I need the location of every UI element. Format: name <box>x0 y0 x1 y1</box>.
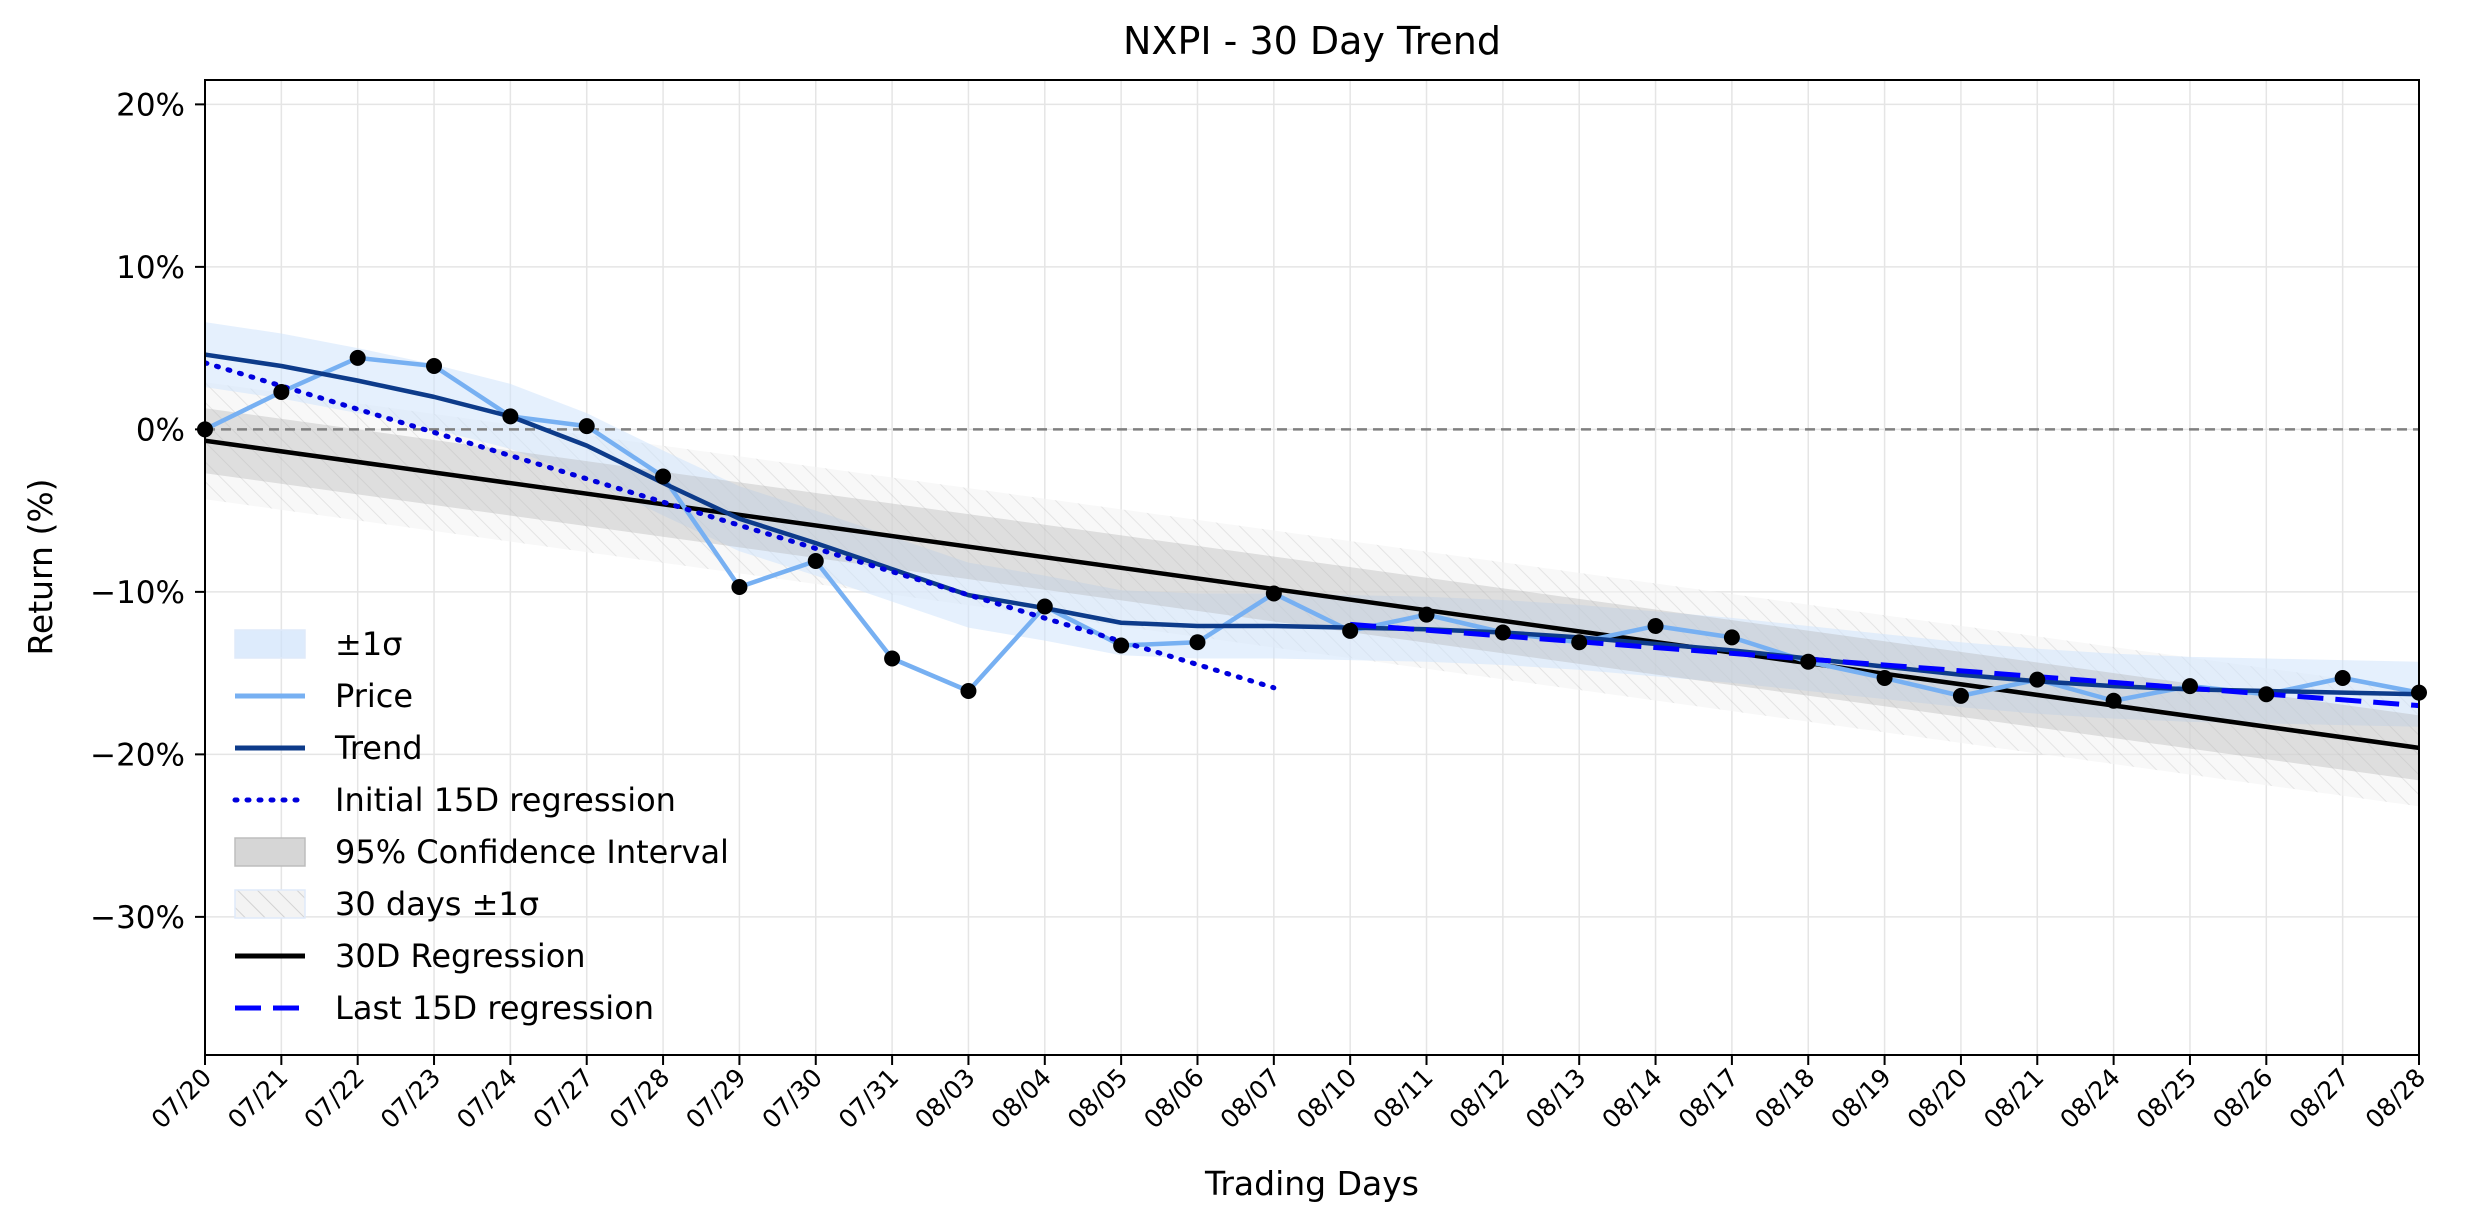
x-tick-label: 07/21 <box>222 1063 293 1134</box>
x-tick-label: 07/20 <box>146 1063 217 1134</box>
legend-swatch <box>234 629 306 659</box>
x-tick-label: 08/27 <box>2283 1063 2354 1134</box>
x-tick-label: 08/14 <box>1596 1063 1667 1134</box>
price-point <box>578 418 595 435</box>
y-tick-label: 10% <box>116 250 185 286</box>
price-point <box>1876 670 1893 686</box>
series-trend <box>205 352 2419 697</box>
price-point <box>2334 670 2351 686</box>
price-point <box>1800 653 1817 670</box>
bands <box>205 322 2419 807</box>
plot-frame <box>204 79 2420 1056</box>
price-point <box>807 553 824 569</box>
price-point <box>1113 637 1130 654</box>
price-point <box>2258 686 2275 703</box>
chart-title: NXPI - 30 Day Trend <box>1123 19 1501 63</box>
x-tick-label: 07/27 <box>528 1063 599 1134</box>
price-point <box>349 349 366 366</box>
x-tick-label: 08/10 <box>1291 1063 1362 1134</box>
x-tick-label: 08/05 <box>1062 1063 1133 1134</box>
price-point <box>884 650 901 667</box>
x-tick-label: 08/20 <box>1902 1063 1973 1134</box>
legend-swatch <box>234 837 306 867</box>
x-tick-label: 07/28 <box>604 1063 675 1134</box>
legend: ±1σ Price Trend Initial 15D regression 95% C… <box>232 625 729 1027</box>
price-point <box>1494 624 1511 641</box>
legend-label: 30D Regression <box>335 937 586 975</box>
legend-swatch <box>234 889 306 919</box>
x-tick-label: 08/24 <box>2054 1063 2125 1134</box>
legend-label: 95% Confidence Interval <box>335 833 729 871</box>
series-lines <box>205 352 2419 751</box>
price-point <box>1571 634 1588 651</box>
price-point <box>1036 598 1053 615</box>
x-tick-label: 07/22 <box>298 1063 369 1134</box>
x-tick-label: 08/13 <box>1520 1063 1591 1134</box>
price-point <box>960 683 977 699</box>
price-point <box>1418 606 1435 623</box>
legend-label: Initial 15D regression <box>335 781 676 819</box>
x-axis-label: Trading Days <box>1204 1164 1419 1203</box>
y-tick-label: −20% <box>90 737 185 773</box>
price-point <box>1647 618 1664 634</box>
x-tick-label: 07/29 <box>680 1063 751 1134</box>
price-point <box>502 408 519 425</box>
x-tick-label: 08/25 <box>2131 1063 2202 1134</box>
legend-label: ±1σ <box>335 625 402 663</box>
x-tick-label: 08/18 <box>1749 1063 1820 1134</box>
legend-label: 30 days ±1σ <box>335 885 539 923</box>
x-tick-label: 08/06 <box>1138 1063 1209 1134</box>
x-tick-label: 07/24 <box>451 1063 522 1134</box>
x-tick-label: 07/30 <box>757 1063 828 1134</box>
price-point <box>426 358 443 374</box>
x-tick-label: 08/17 <box>1673 1063 1744 1134</box>
legend-label: Last 15D regression <box>335 989 654 1027</box>
price-point <box>2105 692 2122 709</box>
x-tick-label: 08/03 <box>909 1063 980 1134</box>
legend-label: Trend <box>334 729 423 767</box>
x-tick-label: 07/31 <box>833 1063 904 1134</box>
price-point <box>2181 678 2198 695</box>
x-tick-label: 08/11 <box>1367 1063 1438 1134</box>
price-point <box>1723 629 1740 646</box>
price-point <box>1952 687 1969 704</box>
x-tick-label: 08/12 <box>1444 1063 1515 1134</box>
x-tick-label: 08/28 <box>2360 1063 2431 1134</box>
y-tick-label: 0% <box>136 412 185 448</box>
price-point <box>273 384 290 400</box>
y-tick-label: 20% <box>116 87 185 123</box>
x-tick-label: 08/19 <box>1825 1063 1896 1134</box>
x-tick-label: 08/26 <box>2207 1063 2278 1134</box>
x-tick-label: 08/07 <box>1215 1063 1286 1134</box>
price-point <box>731 579 748 595</box>
series-30d-regression <box>205 438 2419 751</box>
y-tick-label: −10% <box>90 575 185 611</box>
x-tick-label: 08/04 <box>986 1063 1057 1134</box>
price-point <box>655 468 672 485</box>
x-tick-label: 07/23 <box>375 1063 446 1134</box>
legend-label: Price <box>335 677 413 715</box>
price-point <box>2029 671 2046 688</box>
y-tick-label: −30% <box>90 900 185 936</box>
price-point <box>1342 622 1359 639</box>
price-point <box>1189 634 1206 651</box>
price-markers <box>197 349 2427 709</box>
price-point <box>1265 585 1282 602</box>
series-last-15d-regression <box>1349 621 2419 709</box>
x-tick-label: 08/21 <box>1978 1063 2049 1134</box>
y-axis-label: Return (%) <box>21 478 60 655</box>
